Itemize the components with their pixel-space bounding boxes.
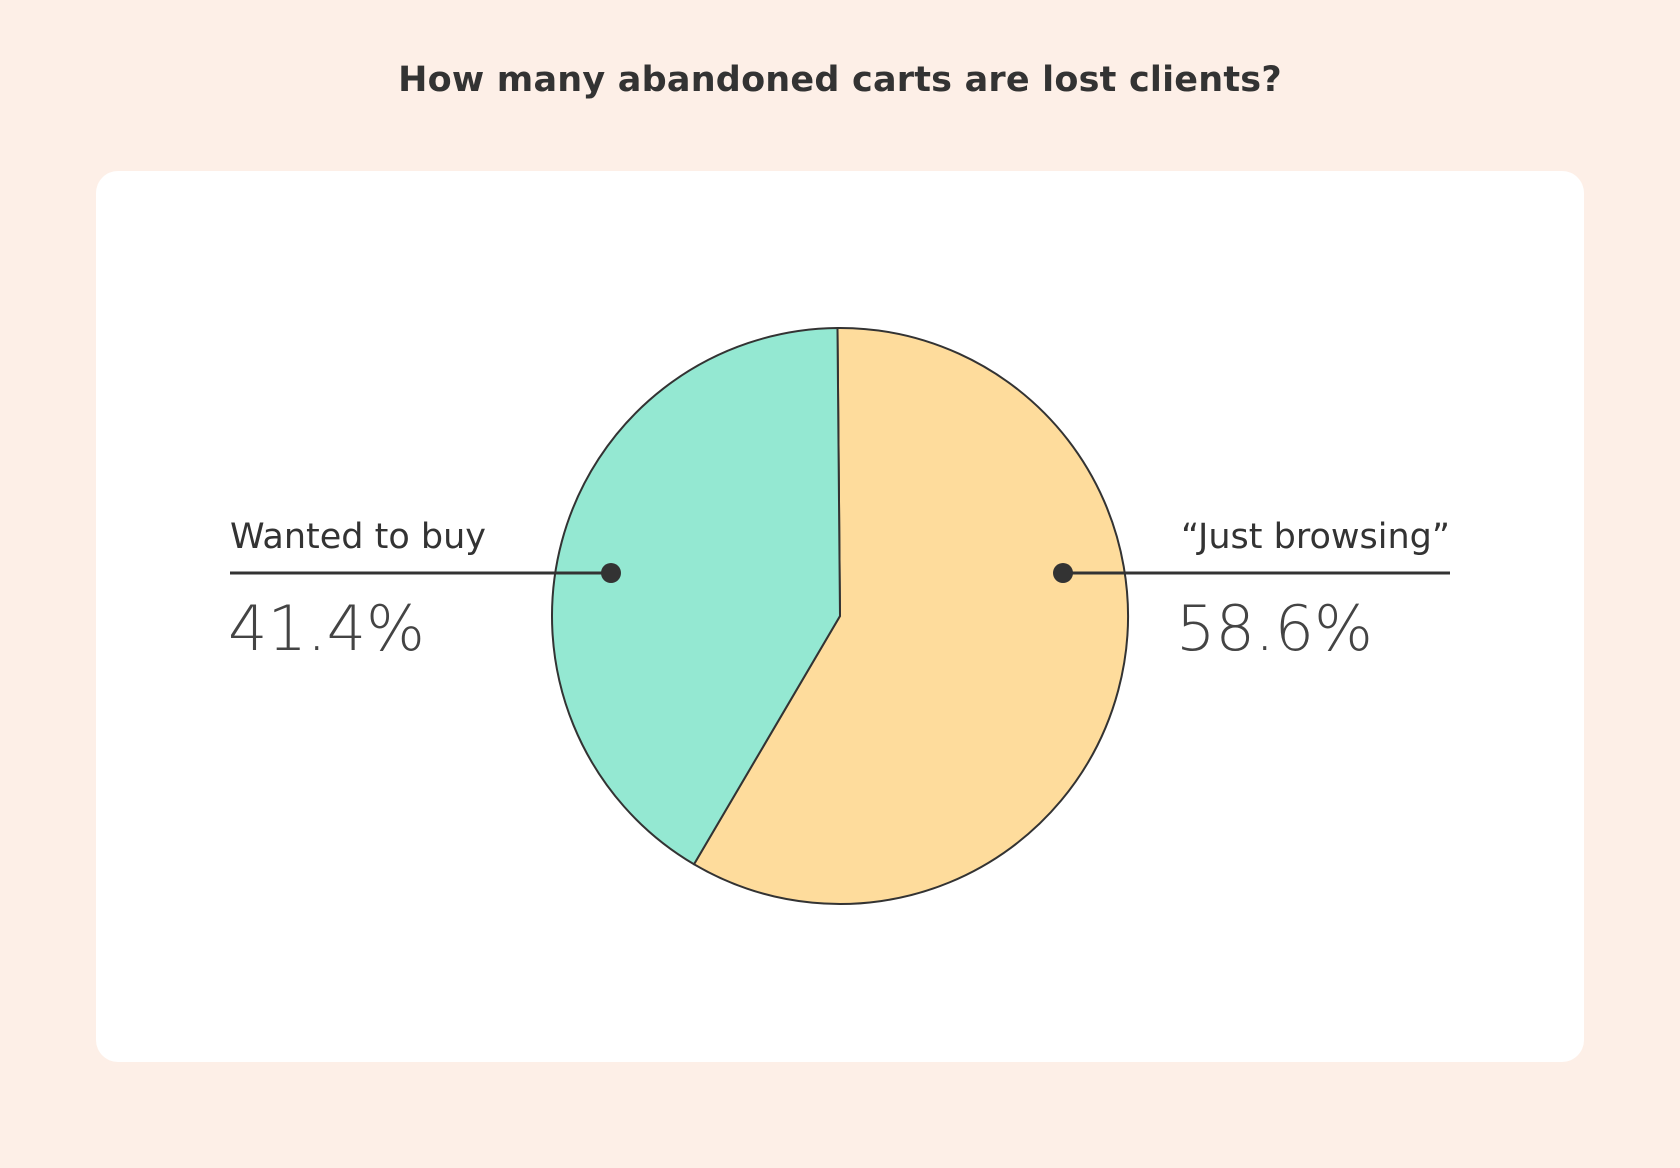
chart-title: How many abandoned carts are lost client…: [398, 60, 1282, 100]
marker-dot-just-browsing: [1053, 563, 1073, 583]
value-wanted-to-buy: 41.4%: [228, 592, 425, 665]
label-just-browsing: “Just browsing”: [1181, 517, 1450, 557]
value-just-browsing: 58.6%: [1176, 592, 1373, 665]
marker-dot-wanted-to-buy: [601, 563, 621, 583]
slice-wanted-to-buy: [551, 327, 841, 866]
label-wanted-to-buy: Wanted to buy: [230, 517, 486, 557]
slice-just-browsing: [693, 327, 1129, 905]
